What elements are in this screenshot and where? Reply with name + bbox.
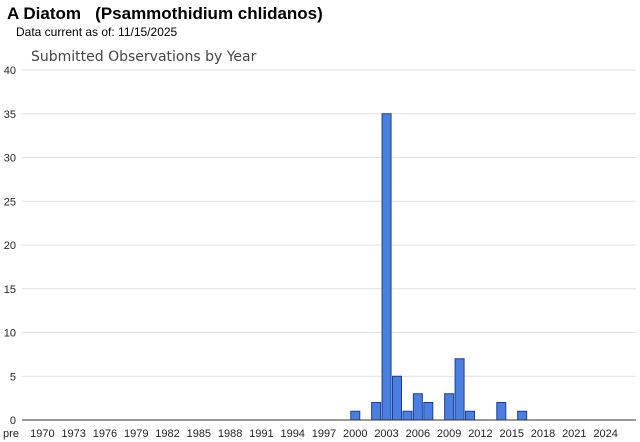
x-tick-label: 2024 [593,428,617,440]
y-tick-label: 5 [10,371,16,383]
x-tick-label: pre [3,428,19,440]
x-tick-label: 2021 [562,428,586,440]
x-tick-label: 2000 [343,428,367,440]
x-tick-label: 1976 [93,428,117,440]
x-tick-label: 1991 [249,428,273,440]
x-tick-label: 2009 [437,428,461,440]
x-tick-label: 1970 [30,428,54,440]
page-title: A Diatom (Psammothidium chlidanos) [7,4,323,23]
x-tick-label: 2006 [406,428,430,440]
bar-2004[interactable] [392,375,402,421]
chart-title: Submitted Observations by Year [31,49,257,65]
y-tick-label: 0 [10,415,16,427]
x-tick-label: 1982 [155,428,179,440]
x-tick-label: 1994 [280,428,304,440]
bar-2014[interactable] [496,402,507,421]
x-tick-label: 2012 [468,428,492,440]
bar-2006[interactable] [412,393,423,421]
y-tick-label: 20 [4,240,16,252]
bar-2000[interactable] [350,410,361,421]
bar-2010[interactable] [454,358,465,421]
x-tick-label: 1973 [61,428,85,440]
bar-2005[interactable] [402,410,413,421]
y-tick-label: 40 [4,65,16,77]
y-tick-label: 25 [4,196,16,208]
bar-2016[interactable] [517,410,528,421]
x-tick-label: 1985 [187,428,211,440]
y-tick-label: 10 [4,328,16,340]
bar-2007[interactable] [423,402,434,421]
x-tick-label: 2015 [499,428,523,440]
data-current-label: Data current as of: 11/15/2025 [16,25,178,39]
x-tick-label: 1997 [312,428,336,440]
bar-2002[interactable] [371,402,382,421]
x-tick-label: 1988 [218,428,242,440]
y-tick-label: 35 [4,109,16,121]
x-tick-label: 2018 [531,428,555,440]
bar-2003[interactable] [381,113,392,421]
bar-2011[interactable] [465,410,476,421]
y-tick-label: 15 [4,284,16,296]
x-tick-label: 1979 [124,428,148,440]
bar-2009[interactable] [444,393,455,421]
y-tick-label: 30 [4,153,16,165]
x-tick-label: 2003 [374,428,398,440]
